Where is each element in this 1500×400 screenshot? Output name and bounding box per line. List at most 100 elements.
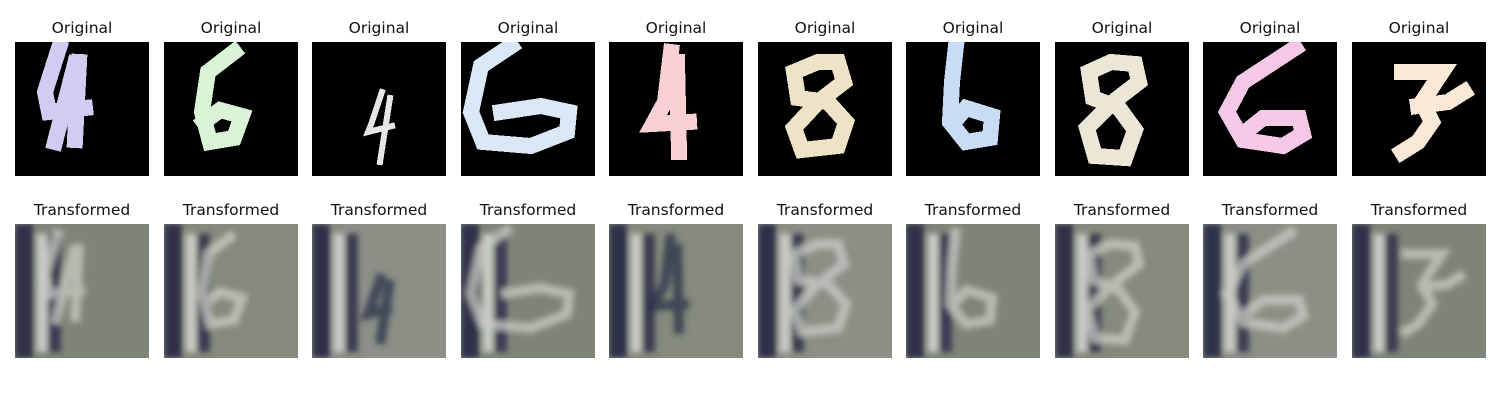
original-digit-image (312, 42, 446, 176)
panel-image (1352, 224, 1486, 358)
transformed-panel-title: Transformed (627, 201, 725, 219)
dark-stripe (643, 234, 655, 352)
panel-image (15, 224, 149, 358)
panel-image (906, 224, 1040, 358)
original-digit-image (758, 42, 892, 176)
transformed-panel-title: Transformed (33, 201, 131, 219)
panel-image (1352, 42, 1486, 176)
dark-stripe (15, 224, 33, 358)
panel-image (164, 224, 298, 358)
dark-stripe (312, 224, 330, 358)
panel-image (1203, 42, 1337, 176)
digit-stroke (39, 228, 86, 326)
panel-image (1055, 224, 1189, 358)
light-stripe (928, 234, 938, 352)
panel-image (1203, 224, 1337, 358)
digit-stroke (944, 227, 998, 330)
original-panel-title: Original (1239, 19, 1301, 37)
light-stripe (483, 234, 493, 352)
transformed-digit-image (461, 224, 595, 358)
original-panel-title: Original (645, 19, 707, 37)
digit-stroke (192, 42, 253, 152)
panel-image (312, 224, 446, 358)
digit-stroke (788, 239, 852, 338)
original-digit-image (461, 42, 595, 176)
dark-stripe (1203, 224, 1221, 358)
original-digit-image (1203, 42, 1337, 176)
transformed-digit-image (906, 224, 1040, 358)
light-stripe (37, 234, 47, 352)
dark-stripe (1237, 234, 1249, 352)
dark-stripe (758, 224, 776, 358)
dark-stripe (164, 224, 182, 358)
digit-stroke (196, 230, 249, 330)
dark-stripe (609, 224, 627, 358)
digit-stroke (363, 88, 396, 166)
light-stripe (631, 234, 641, 352)
digit-stroke (359, 272, 395, 345)
light-stripe (1077, 234, 1087, 352)
transformed-panel-title: Transformed (1073, 201, 1171, 219)
light-stripe (1374, 234, 1384, 352)
panel-image (15, 42, 149, 176)
transformed-panel-title: Transformed (1221, 201, 1319, 219)
original-panel-title: Original (51, 19, 113, 37)
original-panel-title: Original (1388, 19, 1450, 37)
transformed-digit-image (312, 224, 446, 358)
digit-stroke (1221, 225, 1309, 334)
original-digit-image (609, 42, 743, 176)
transformed-panel-title: Transformed (182, 201, 280, 219)
dark-stripe (1386, 234, 1398, 352)
transformed-panel-title: Transformed (330, 201, 428, 219)
transformed-digit-image (1055, 224, 1189, 358)
original-panel-title: Original (497, 19, 559, 37)
digit-stroke (639, 43, 698, 161)
original-panel-title: Original (348, 19, 410, 37)
transformed-panel-title: Transformed (776, 201, 874, 219)
original-panel-title: Original (200, 19, 262, 37)
light-stripe (186, 234, 196, 352)
dark-stripe (1055, 224, 1073, 358)
dark-stripe (346, 234, 358, 352)
panel-image (461, 224, 595, 358)
panel-image (609, 42, 743, 176)
digit-stroke (1217, 42, 1313, 155)
light-stripe (780, 234, 790, 352)
digit-stroke (465, 224, 575, 334)
digit-stroke (1081, 238, 1145, 346)
transformed-digit-image (164, 224, 298, 358)
transformed-panel-title: Transformed (479, 201, 577, 219)
panel-image (164, 42, 298, 176)
transformed-digit-image (609, 224, 743, 358)
light-stripe (334, 234, 344, 352)
panel-image (461, 42, 595, 176)
transformed-digit-image (758, 224, 892, 358)
digit-stroke (1390, 64, 1476, 164)
panel-image (609, 224, 743, 358)
panel-image (758, 42, 892, 176)
digit-stroke (784, 54, 856, 159)
dark-stripe (906, 224, 924, 358)
digit-stroke (462, 42, 578, 155)
original-digit-image (906, 42, 1040, 176)
transformed-panel-title: Transformed (1370, 201, 1468, 219)
digit-stroke (36, 42, 94, 152)
digit-stroke (941, 42, 1001, 151)
panel-image (758, 224, 892, 358)
transformed-digit-image (15, 224, 149, 358)
original-digit-image (15, 42, 149, 176)
transformed-panel-title: Transformed (924, 201, 1022, 219)
digit-stroke (644, 233, 690, 335)
digit-stroke (1399, 249, 1467, 339)
original-panel-title: Original (1091, 19, 1153, 37)
panel-image (906, 42, 1040, 176)
original-panel-title: Original (942, 19, 1004, 37)
panel-image (1055, 42, 1189, 176)
transformed-digit-image (1203, 224, 1337, 358)
original-digit-image (1055, 42, 1189, 176)
transformed-digit-image (1352, 224, 1486, 358)
original-digit-image (164, 42, 298, 176)
digit-stroke (1078, 53, 1148, 167)
dark-stripe (1352, 224, 1370, 358)
